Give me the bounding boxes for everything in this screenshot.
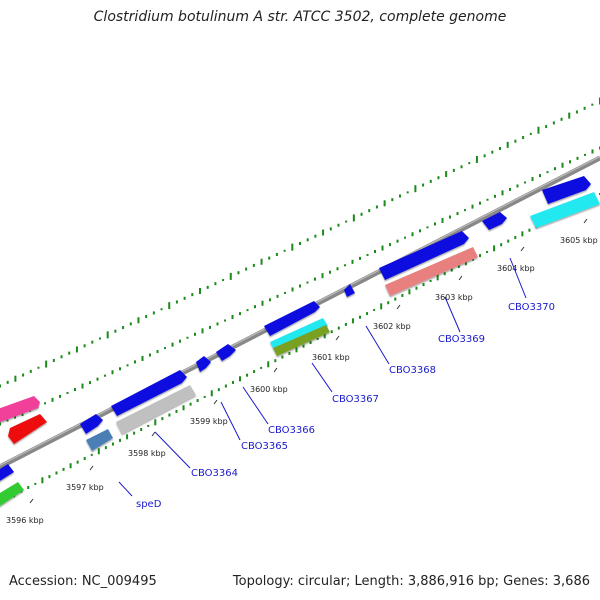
gene-arrow-blue[interactable] [264,301,320,336]
ruler-tick [583,218,588,224]
ruler-tick-label: 3600 kbp [250,385,288,394]
gene-arrow-blue[interactable] [542,176,591,204]
accession-label: Accession: NC_009495 [9,574,157,589]
ruler-tick [213,399,218,405]
gene-leader-line [154,431,191,469]
ruler-tick [273,367,278,373]
ruler-tick-label: 3596 kbp [6,516,44,525]
ruler-tick [520,246,525,252]
gene-arrow-blue[interactable] [0,464,14,484]
gene-label[interactable]: CBO3367 [332,394,379,405]
gene-arrow-blue[interactable] [482,212,507,230]
gene-leader-line [118,481,133,497]
gene-arrow-salmon[interactable] [385,247,478,296]
gene-label[interactable]: CBO3366 [268,425,315,436]
gene-label[interactable]: CBO3364 [191,468,238,479]
gene-label[interactable]: CBO3370 [508,302,555,313]
gene-arrow-green[interactable] [0,482,24,506]
ruler-tick [151,431,156,437]
gene-arrow-blue[interactable] [196,356,211,372]
gene-label[interactable]: CBO3369 [438,334,485,345]
gene-label[interactable]: CBO3368 [389,365,436,376]
gene-leader-line [444,296,461,333]
genome-summary: Topology: circular; Length: 3,886,916 bp… [232,574,590,589]
forward-strand-genes [0,176,591,434]
gene-arrow-pink[interactable] [0,396,40,424]
ruler-tick [458,275,463,281]
ruler-tick-label: 3601 kbp [312,353,350,362]
gene-label[interactable]: CBO3365 [241,441,288,452]
reverse-strand-genes [0,192,600,506]
ruler-tick-label: 3597 kbp [66,483,104,492]
gene-arrow-red[interactable] [8,414,47,444]
gene-arrow-cyan[interactable] [530,192,600,228]
ruler-tick [396,304,401,310]
gene-leader-line [365,325,390,365]
gene-arrow-silver[interactable] [116,385,196,434]
gene-label[interactable]: speD [136,499,162,510]
ruler-tick-label: 3598 kbp [128,449,166,458]
ruler-tick-label: 3605 kbp [560,236,598,245]
gene-arrow-blue[interactable] [111,370,187,416]
kbp-ruler: 3596 kbp 3597 kbp 3598 kbp 3599 kbp 3600 kbp… [6,218,598,525]
gene-arrow-steel[interactable] [86,429,113,451]
ruler-tick-label: 3603 kbp [435,293,473,302]
ruler-tick [29,498,34,504]
gene-arrow-olive[interactable] [273,325,330,356]
gene-arrow-blue[interactable] [344,284,355,297]
gene-leader-line [220,401,241,441]
ruler-tick-label: 3604 kbp [497,264,535,273]
gene-arrow-blue[interactable] [216,344,236,361]
ruler-tick [89,465,94,471]
ruler-tick-label: 3602 kbp [373,322,411,331]
ruler-tick-label: 3599 kbp [190,417,228,426]
gene-arrow-blue[interactable] [379,231,469,280]
gc-content-track [0,97,600,504]
gene-labels: speD CBO3364 CBO3365 CBO3366 CBO3367 CBO3368 C… [118,257,555,510]
map-title: Clostridium botulinum A str. ATCC 3502, … [93,9,507,25]
gene-leader-line [242,386,269,425]
gene-leader-line [311,362,333,393]
gene-leader-line [509,257,527,299]
ruler-tick [335,335,340,341]
gene-arrow-blue[interactable] [80,414,103,434]
